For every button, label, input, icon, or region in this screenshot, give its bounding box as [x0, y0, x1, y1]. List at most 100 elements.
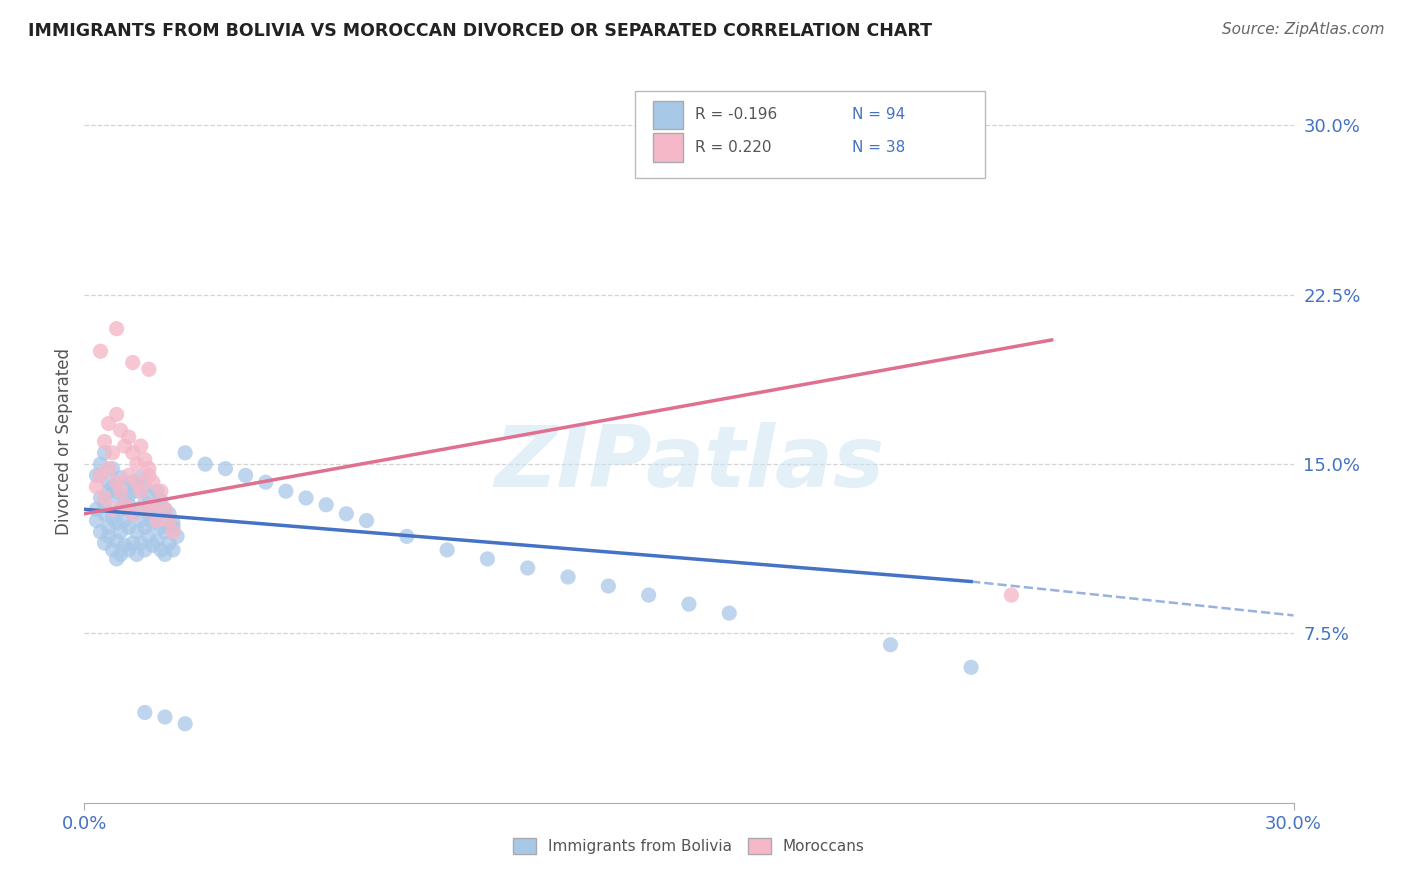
Point	[142, 475, 165, 490]
Point	[105, 552, 128, 566]
Point	[146, 514, 169, 528]
Point	[93, 434, 115, 449]
Point	[86, 514, 108, 528]
Point	[110, 484, 132, 499]
Point	[153, 524, 176, 539]
Point	[138, 468, 160, 483]
Point	[879, 638, 901, 652]
Point	[149, 520, 172, 534]
Point	[105, 516, 128, 530]
Text: R = 0.220: R = 0.220	[695, 140, 772, 155]
Point	[125, 524, 148, 539]
Point	[125, 548, 148, 562]
Point	[134, 706, 156, 720]
Point	[678, 597, 700, 611]
Point	[516, 561, 538, 575]
Point	[129, 514, 152, 528]
Point	[93, 498, 115, 512]
Point	[125, 457, 148, 471]
Point	[146, 533, 169, 548]
Point	[125, 502, 148, 516]
Point	[162, 524, 184, 539]
Point	[153, 502, 176, 516]
Point	[101, 480, 124, 494]
Point	[89, 491, 111, 505]
Point	[86, 480, 108, 494]
Point	[194, 457, 217, 471]
Point	[142, 498, 165, 512]
Point	[157, 507, 180, 521]
Point	[105, 408, 128, 422]
Point	[118, 542, 141, 557]
FancyBboxPatch shape	[652, 133, 683, 162]
Point	[149, 484, 172, 499]
Point	[1000, 588, 1022, 602]
Point	[134, 480, 156, 494]
Point	[86, 468, 108, 483]
Point	[146, 511, 169, 525]
Point	[105, 321, 128, 335]
Point	[89, 344, 111, 359]
Point	[121, 475, 143, 490]
Point	[138, 461, 160, 475]
Point	[97, 520, 120, 534]
Point	[121, 355, 143, 369]
Point	[149, 542, 172, 557]
Point	[157, 536, 180, 550]
Point	[295, 491, 318, 505]
Point	[110, 524, 132, 539]
Point	[174, 716, 197, 731]
Point	[162, 542, 184, 557]
Point	[121, 536, 143, 550]
Point	[101, 461, 124, 475]
Point	[129, 471, 152, 485]
FancyBboxPatch shape	[634, 91, 986, 178]
Point	[960, 660, 983, 674]
Point	[110, 502, 132, 516]
Point	[153, 502, 176, 516]
Point	[153, 710, 176, 724]
Point	[142, 538, 165, 552]
Point	[134, 452, 156, 467]
Text: Source: ZipAtlas.com: Source: ZipAtlas.com	[1222, 22, 1385, 37]
Point	[93, 491, 115, 505]
Point	[118, 520, 141, 534]
Point	[356, 514, 378, 528]
Point	[274, 484, 297, 499]
Point	[105, 533, 128, 548]
Point	[97, 417, 120, 431]
Point	[105, 475, 128, 490]
Text: IMMIGRANTS FROM BOLIVIA VS MOROCCAN DIVORCED OR SEPARATED CORRELATION CHART: IMMIGRANTS FROM BOLIVIA VS MOROCCAN DIVO…	[28, 22, 932, 40]
Point	[101, 446, 124, 460]
Point	[557, 570, 579, 584]
Point	[93, 446, 115, 460]
Point	[174, 446, 197, 460]
Point	[114, 480, 136, 494]
Point	[121, 507, 143, 521]
Point	[335, 507, 357, 521]
Text: N = 38: N = 38	[852, 140, 905, 155]
Point	[142, 516, 165, 530]
Point	[89, 524, 111, 539]
Point	[254, 475, 277, 490]
Point	[146, 484, 169, 499]
Point	[97, 475, 120, 490]
Point	[89, 468, 111, 483]
Point	[97, 484, 120, 499]
Point	[89, 457, 111, 471]
Point	[157, 514, 180, 528]
Point	[101, 511, 124, 525]
Legend: Immigrants from Bolivia, Moroccans: Immigrants from Bolivia, Moroccans	[508, 832, 870, 860]
Point	[121, 446, 143, 460]
Point	[138, 529, 160, 543]
Point	[118, 489, 141, 503]
Point	[121, 507, 143, 521]
Point	[114, 491, 136, 505]
Point	[86, 502, 108, 516]
Point	[395, 529, 418, 543]
Point	[114, 538, 136, 552]
Point	[134, 495, 156, 509]
Point	[436, 542, 458, 557]
Point	[162, 520, 184, 534]
Point	[142, 498, 165, 512]
